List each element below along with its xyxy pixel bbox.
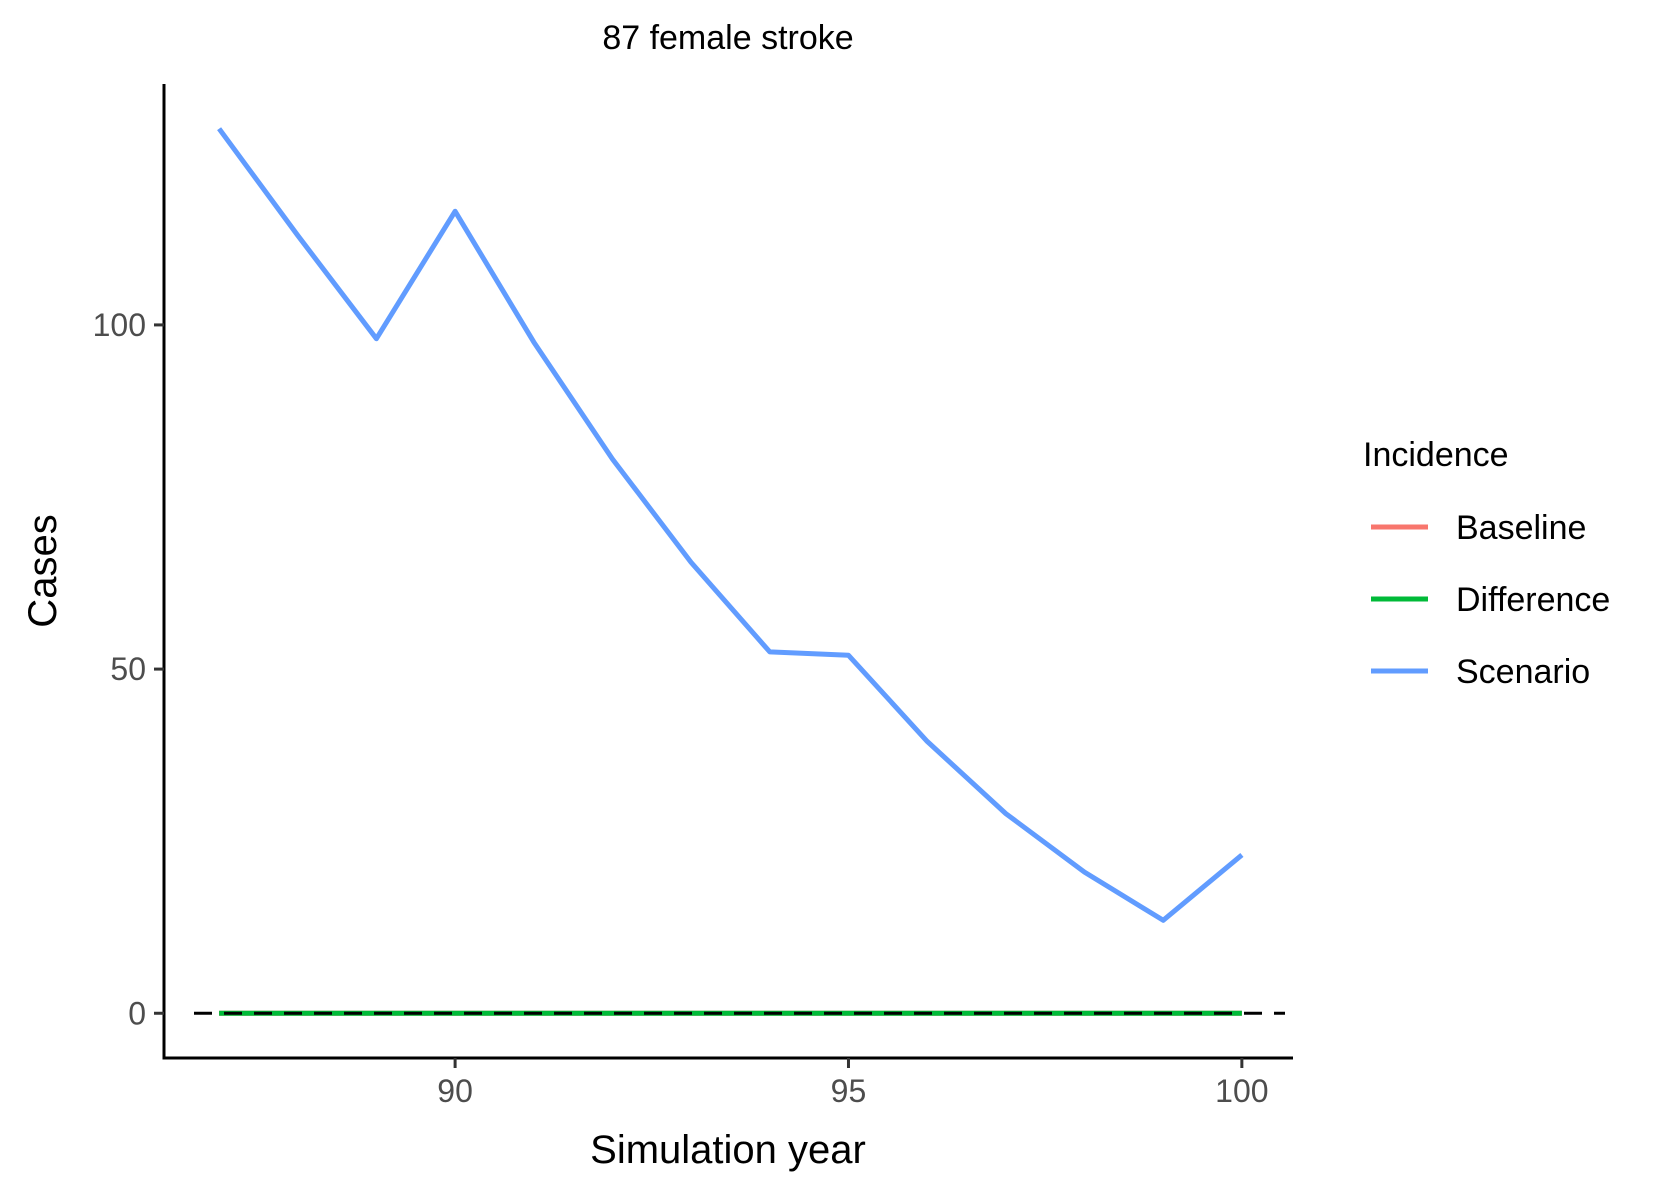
y-tick-label: 50: [110, 651, 146, 687]
legend-title: Incidence: [1363, 436, 1509, 474]
legend-label-difference: Difference: [1456, 581, 1610, 619]
y-tick-label: 100: [93, 307, 146, 343]
x-axis-label: Simulation year: [590, 1128, 866, 1172]
plot-area: [194, 127, 1285, 1016]
x-tick-label: 95: [831, 1073, 867, 1109]
x-tick-label: 100: [1215, 1073, 1268, 1109]
legend-items: Baseline Difference Scenario: [1371, 509, 1610, 691]
x-axis-ticks: 90 95 100: [437, 1058, 1269, 1109]
series-lines: [217, 127, 1244, 1016]
chart-title: 87 female stroke: [602, 19, 853, 57]
y-axis-label: Cases: [21, 514, 65, 627]
y-axis-ticks: 0 50 100: [93, 307, 164, 1031]
legend-label-scenario: Scenario: [1456, 653, 1590, 691]
y-tick-label: 0: [128, 995, 146, 1031]
legend: Incidence Baseline Difference Scenario: [1363, 436, 1610, 691]
series-line-scenario: [217, 127, 1244, 923]
legend-label-baseline: Baseline: [1456, 509, 1586, 547]
x-tick-label: 90: [437, 1073, 473, 1109]
